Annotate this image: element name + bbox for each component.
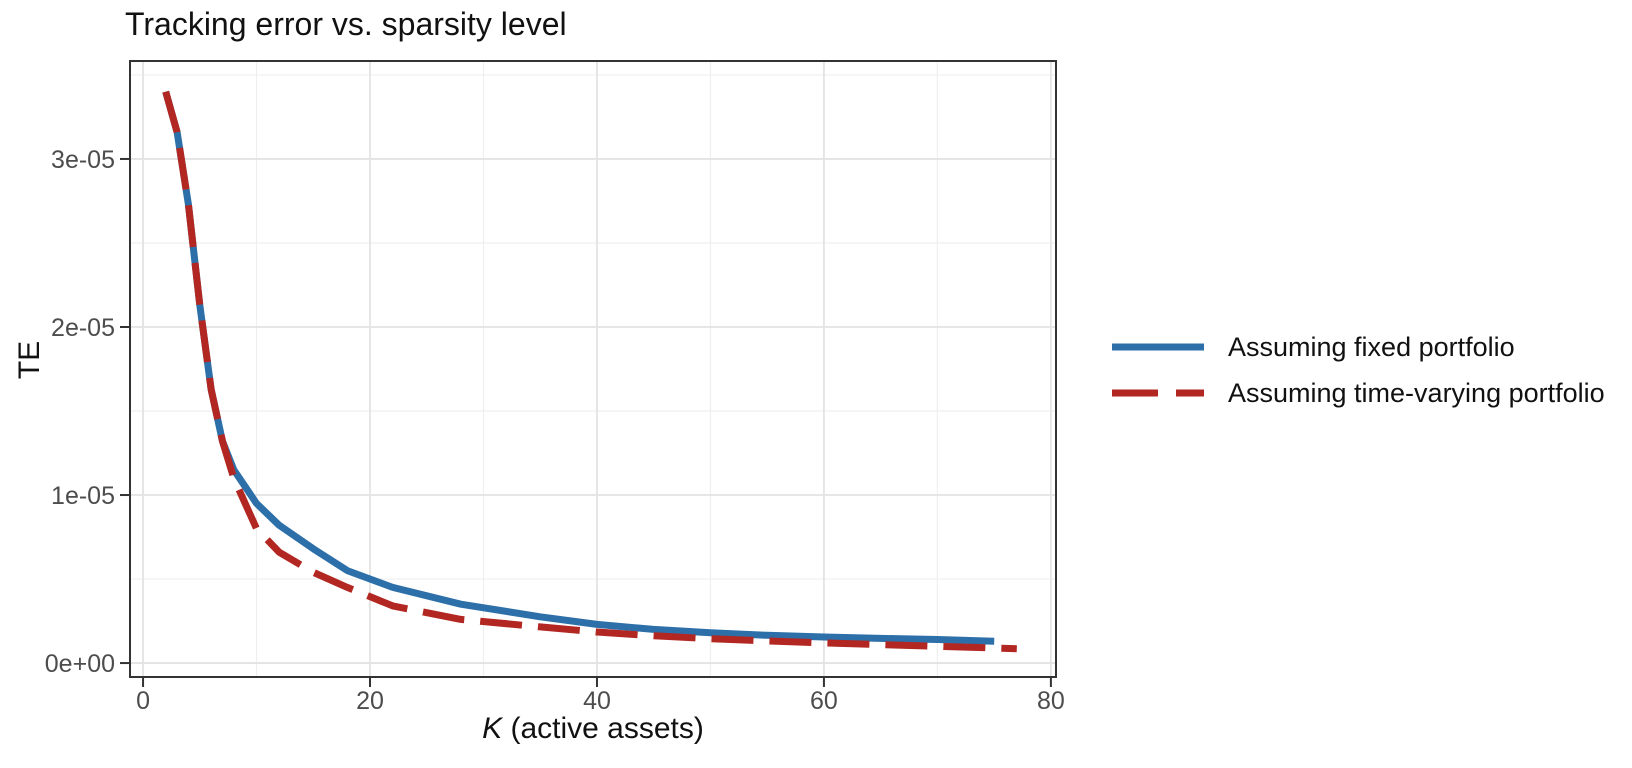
- x-axis-title-variable: K: [482, 712, 503, 745]
- legend-item-time-varying: Assuming time-varying portfolio: [1112, 370, 1605, 416]
- legend-item-fixed: Assuming fixed portfolio: [1112, 324, 1605, 370]
- x-tick-label: 60: [810, 687, 838, 715]
- series-line-time-varying: [162, 90, 1017, 653]
- y-tick-label: 1e-05: [51, 482, 115, 510]
- y-axis-title: TE: [13, 340, 46, 380]
- legend-label: Assuming time-varying portfolio: [1228, 377, 1605, 408]
- panel-border: [129, 60, 1057, 678]
- x-tick-label: 80: [1037, 687, 1065, 715]
- chart-title: Tracking error vs. sparsity level: [125, 6, 567, 42]
- x-axis-title-rest: (active assets): [502, 712, 704, 745]
- legend: Assuming fixed portfolio Assuming time-v…: [1112, 324, 1605, 416]
- y-tick-label: 2e-05: [51, 314, 115, 342]
- x-tick-label: 20: [356, 687, 384, 715]
- y-tick-label: 3e-05: [51, 146, 115, 174]
- x-axis-title: K (active assets): [130, 714, 1056, 744]
- x-tick-label: 0: [136, 687, 150, 715]
- x-tick-label: 40: [583, 687, 611, 715]
- legend-label: Assuming fixed portfolio: [1228, 331, 1515, 362]
- y-tick-label: 0e+00: [45, 650, 115, 678]
- legend-key-dashed-line-icon: [1112, 389, 1204, 397]
- legend-key-solid-line-icon: [1112, 343, 1204, 351]
